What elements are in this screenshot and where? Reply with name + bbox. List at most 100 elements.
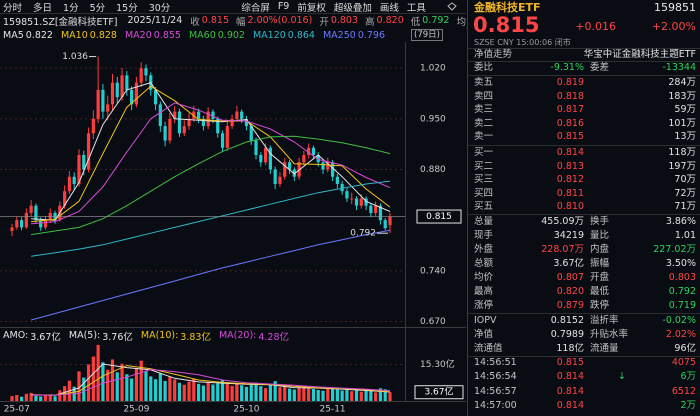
candle-body	[134, 82, 139, 105]
volume-bar	[101, 362, 105, 401]
toolbar-button[interactable]: 画线	[379, 2, 399, 14]
favorite-icon[interactable]	[447, 2, 457, 11]
row-value: 0.879	[556, 300, 584, 311]
candle-body	[378, 205, 383, 221]
toolbar-button[interactable]: 综合屏	[241, 2, 270, 14]
book-level: 卖一	[474, 131, 494, 143]
volume-bar	[149, 376, 153, 401]
row-value: 0.8152	[550, 315, 584, 326]
volume-bar	[197, 383, 201, 401]
row-label: 升贴水率	[590, 329, 629, 340]
trade-volume: 6512	[671, 385, 696, 397]
candle-body	[182, 126, 186, 134]
row-value: -0.02%	[662, 315, 696, 326]
book-volume: 101万	[668, 117, 696, 129]
ma-line	[31, 82, 391, 221]
volume-bar	[302, 385, 306, 401]
quote-value: 2.00%(0.016)	[247, 15, 313, 26]
book-level: 卖二	[474, 117, 494, 129]
volume-ma-name: MA(10):	[140, 330, 179, 341]
book-level: 买四	[474, 187, 494, 199]
x-tick-label: 25-11	[320, 405, 346, 415]
volume-bar	[307, 386, 311, 401]
volume-bar	[29, 392, 33, 401]
ma-legend-value: 0.828	[89, 30, 117, 41]
trade-price: 0.814	[556, 385, 584, 397]
row-label: 外盘	[474, 244, 494, 255]
row-value: 3.50%	[665, 258, 696, 269]
volume-bar	[173, 379, 177, 401]
volume-bar	[153, 379, 158, 401]
candle-body	[177, 111, 182, 134]
quote-value: 0.820	[376, 15, 404, 26]
candle-body	[153, 89, 158, 105]
row-label: 委差	[590, 62, 610, 73]
candle-body	[287, 162, 292, 170]
candle-body	[345, 191, 349, 199]
trade-volume: 6万	[680, 371, 696, 383]
trade-volume: 2万	[680, 400, 696, 412]
separator	[468, 75, 700, 76]
candle-body	[311, 147, 316, 156]
volume-bar	[82, 377, 86, 401]
trade-time: 14:56:51	[474, 357, 517, 368]
book-volume: 72万	[674, 187, 696, 199]
toolbar-button[interactable]: 前复权	[297, 2, 326, 14]
book-price: 0.819	[556, 77, 584, 88]
volume-bar	[187, 381, 191, 401]
market-meta: SZSE CNY 15:00:06 闭市	[474, 38, 571, 47]
toolbar-button[interactable]: 1分	[63, 2, 79, 14]
candle-body	[29, 205, 33, 213]
ma-legend-name: MA120	[252, 30, 286, 41]
book-volume: 197万	[668, 160, 696, 172]
volume-bar	[106, 369, 110, 401]
x-tick-label: 25-07	[4, 405, 30, 415]
candle-body	[292, 169, 296, 177]
toolbar-button[interactable]: 5分	[89, 2, 106, 14]
row-label: 内盘	[590, 244, 610, 255]
toolbar-button[interactable]: 多日	[33, 2, 53, 14]
volume-bar	[350, 391, 354, 401]
separator	[468, 61, 700, 62]
volume-bar	[244, 386, 249, 401]
row-value: 96亿	[674, 343, 696, 354]
candle-body	[115, 82, 119, 98]
candle-body	[307, 147, 311, 156]
row-label: 跌停	[590, 300, 610, 311]
chart: 0.670 0.740 0.880 0.950 1.020 25-07 25-09 25-10…	[0, 2, 466, 415]
toolbar-button[interactable]: 30分	[148, 2, 171, 14]
x-tick-label: 25-09	[123, 405, 149, 415]
quote-panel: 金融科技ETF 159851 0.815 +0.016 +2.00% SZSE CNY 1…	[467, 0, 700, 416]
trade-time: 14:57:00	[474, 400, 517, 412]
toolbar-button[interactable]: 超级叠加	[333, 2, 372, 14]
volume-bar	[115, 372, 119, 401]
toolbar-button[interactable]: 分时	[3, 2, 23, 14]
ma-line	[31, 85, 391, 223]
volume-bar	[311, 389, 316, 401]
candle-body	[39, 220, 43, 228]
toolbar-button[interactable]: 工具	[406, 2, 426, 14]
row-label: 总额	[474, 258, 494, 269]
volume-bar	[206, 381, 210, 401]
toolbar-button[interactable]: 15分	[116, 2, 138, 14]
volume-bar	[19, 396, 24, 401]
row-value: 228.07万	[541, 244, 584, 255]
ma-legend-value: 0.855	[153, 30, 181, 41]
volume-bar	[287, 388, 292, 401]
ma-legend-name: MA20	[124, 30, 152, 41]
volume-bar	[240, 385, 244, 401]
candle-body	[216, 118, 220, 134]
book-price: 0.813	[556, 160, 584, 172]
row-label: 最高	[474, 286, 494, 297]
volume-bar	[211, 384, 215, 401]
toolbar-button[interactable]: F9	[277, 1, 290, 12]
candle-body	[15, 220, 19, 228]
candle-body	[187, 118, 191, 127]
quote-value: 0.815	[201, 15, 229, 26]
row-label: 最低	[590, 286, 610, 297]
y-tick-label: 0.880	[420, 165, 446, 175]
last-price-box	[416, 209, 462, 224]
candle-body	[72, 176, 76, 184]
candle-body	[273, 169, 277, 184]
quote-label: 幅	[236, 16, 246, 28]
